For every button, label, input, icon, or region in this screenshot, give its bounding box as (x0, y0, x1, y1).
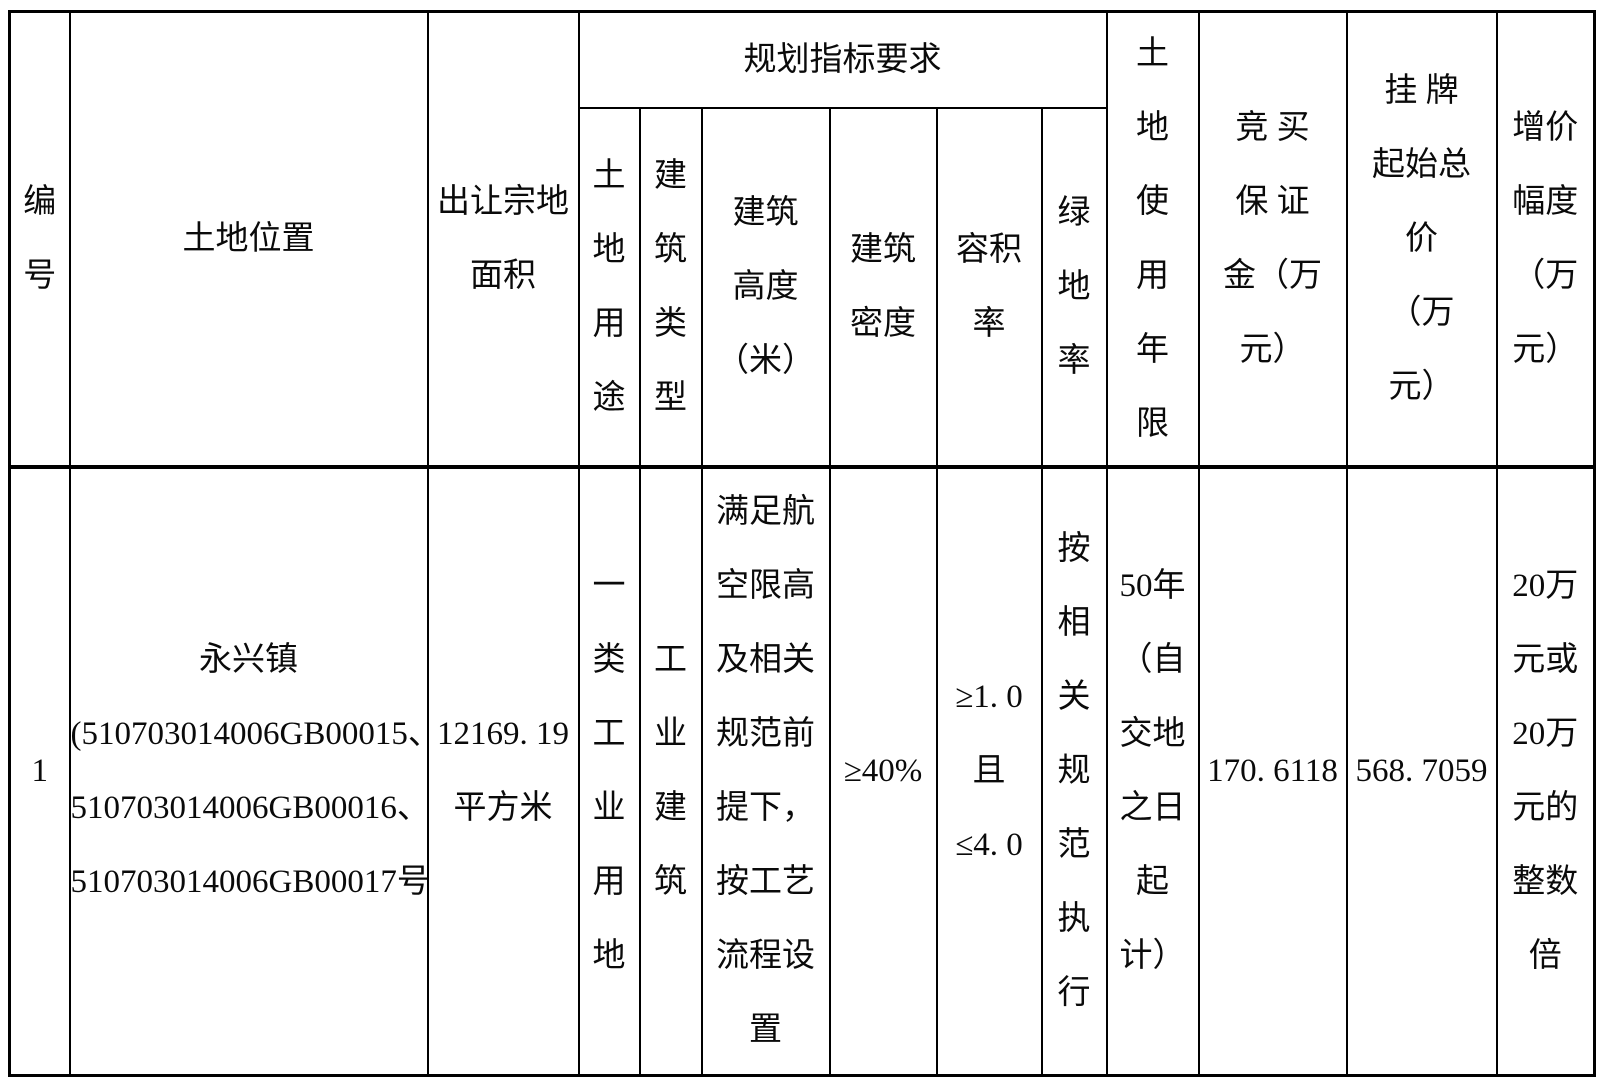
header-start-price: 挂 牌 起始总 价 （万 元） (1345, 10, 1498, 468)
header-row-group: 编 号 土地位置 出让宗地 面积 规划指标要求 土 地 使 用 年 限 竞 买 … (8, 10, 1596, 468)
header-increment: 增价 幅度 （万 元） (1495, 10, 1596, 468)
cell-land-use: 一 类 工 业 用 地 (577, 464, 641, 1077)
header-area: 出让宗地 面积 (426, 10, 580, 468)
header-building-density: 建筑 密度 (828, 106, 938, 468)
cell-building-height: 满足航 空限高 及相关 规范前 提下， 按工艺 流程设 置 (700, 464, 831, 1077)
header-green-rate: 绿 地 率 (1040, 106, 1108, 468)
cell-green-rate: 按 相 关 规 范 执 行 (1040, 464, 1108, 1077)
header-location: 土地位置 (68, 10, 429, 468)
header-row-sub: 土 地 用 途 建 筑 类 型 建筑 高度 （米） 建筑 密度 容积 率 绿 地… (10, 106, 1595, 468)
cell-building-density: ≥40% (828, 464, 938, 1077)
cell-deposit: 170. 6118 (1197, 464, 1348, 1077)
cell-start-price: 568. 7059 (1345, 464, 1498, 1077)
cell-increment: 20万 元或 20万 元的 整数 倍 (1495, 464, 1596, 1077)
cell-area: 12169. 19 平方米 (426, 464, 580, 1077)
header-building-height: 建筑 高度 （米） (700, 106, 831, 468)
land-listing-table: 编 号 土地位置 出让宗地 面积 规划指标要求 土 地 使 用 年 限 竞 买 … (8, 10, 1597, 1077)
header-land-use: 土 地 用 途 (577, 106, 641, 468)
cell-land-term: 50年 （自 交地 之日 起 计） (1105, 464, 1200, 1077)
cell-building-type: 工 业 建 筑 (638, 464, 703, 1077)
header-planning-group: 规划指标要求 (577, 10, 1108, 109)
cell-location: 永兴镇 (510703014006GB00015、 510703014006GB… (68, 464, 429, 1077)
cell-no: 1 (8, 464, 71, 1077)
header-no: 编 号 (8, 10, 71, 468)
header-plot-ratio: 容积 率 (935, 106, 1043, 468)
header-building-type: 建 筑 类 型 (638, 106, 703, 468)
header-land-term: 土 地 使 用 年 限 (1105, 10, 1200, 468)
cell-plot-ratio: ≥1. 0 且 ≤4. 0 (935, 464, 1043, 1077)
table-row: 1 永兴镇 (510703014006GB00015、 510703014006… (8, 464, 1596, 1077)
header-deposit: 竞 买 保 证 金（万 元） (1197, 10, 1348, 468)
